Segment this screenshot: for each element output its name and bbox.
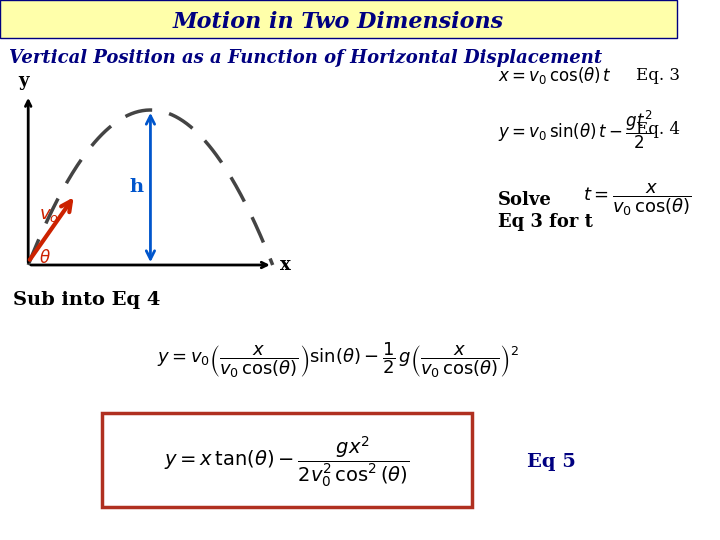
- Text: h: h: [130, 179, 143, 197]
- Text: $y = x\,\tan(\theta) - \dfrac{g x^2}{2 v_0^2\,\cos^2(\theta)}$: $y = x\,\tan(\theta) - \dfrac{g x^2}{2 v…: [164, 435, 410, 489]
- Text: Motion in Two Dimensions: Motion in Two Dimensions: [173, 11, 504, 33]
- Text: $\theta$: $\theta$: [39, 249, 51, 267]
- Text: y: y: [18, 72, 29, 90]
- Text: Eq. 3: Eq. 3: [636, 66, 680, 84]
- Text: Sub into Eq 4: Sub into Eq 4: [13, 291, 161, 309]
- Text: Eq. 4: Eq. 4: [636, 122, 680, 138]
- FancyBboxPatch shape: [0, 0, 677, 38]
- Text: $x = v_0\,\cos(\theta)\,t$: $x = v_0\,\cos(\theta)\,t$: [498, 64, 612, 85]
- Text: $v_o$: $v_o$: [39, 206, 59, 224]
- Text: $y = v_0\left(\dfrac{x}{v_0\,\cos(\theta)}\right)\sin(\theta) - \dfrac{1}{2}\,g\: $y = v_0\left(\dfrac{x}{v_0\,\cos(\theta…: [158, 340, 520, 380]
- Text: x: x: [280, 256, 291, 274]
- Text: $y = v_0\,\sin(\theta)\,t - \dfrac{g t^2}{2}$: $y = v_0\,\sin(\theta)\,t - \dfrac{g t^2…: [498, 109, 654, 151]
- Text: $t = \dfrac{x}{v_0\,\cos(\theta)}$: $t = \dfrac{x}{v_0\,\cos(\theta)}$: [583, 181, 692, 218]
- FancyBboxPatch shape: [102, 413, 472, 507]
- Text: Eq 3 for t: Eq 3 for t: [498, 213, 593, 231]
- Text: Solve: Solve: [498, 191, 552, 209]
- Text: Vertical Position as a Function of Horizontal Displacement: Vertical Position as a Function of Horiz…: [9, 49, 603, 67]
- Text: Eq 5: Eq 5: [526, 453, 575, 471]
